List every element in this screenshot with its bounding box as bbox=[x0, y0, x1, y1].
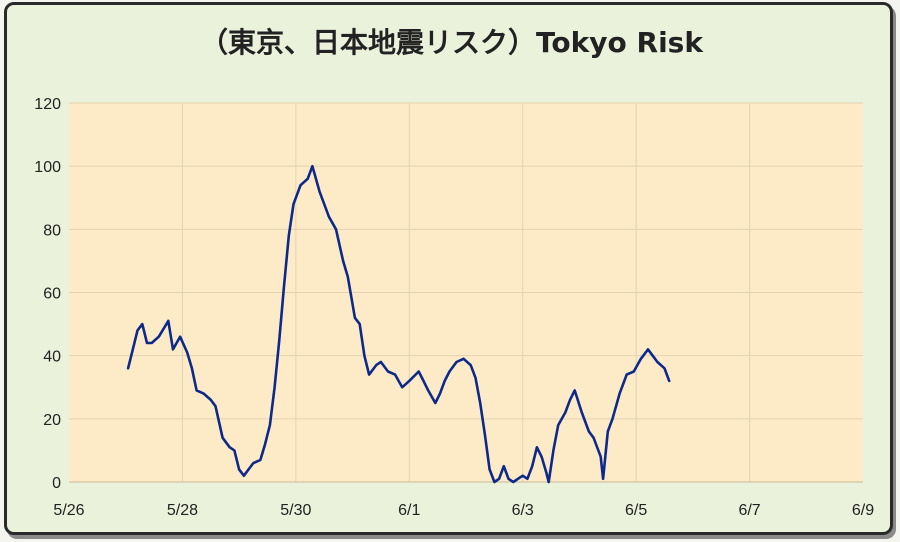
chart-frame: （東京、日本地震リスク）Tokyo Risk 0 20 40 60 80 100 120 5/… bbox=[4, 2, 893, 535]
x-tick-label: 6/5 bbox=[625, 502, 647, 519]
x-tick-label: 6/9 bbox=[852, 502, 874, 519]
y-tick-label: 100 bbox=[34, 159, 61, 176]
x-tick-label: 6/3 bbox=[512, 502, 534, 519]
x-tick-label: 5/30 bbox=[280, 502, 311, 519]
y-tick-label: 80 bbox=[43, 222, 61, 239]
y-tick-label: 20 bbox=[43, 412, 61, 429]
x-tick-label: 6/7 bbox=[738, 502, 760, 519]
x-tick-label: 6/1 bbox=[398, 502, 420, 519]
x-tick-label: 5/28 bbox=[167, 502, 198, 519]
x-tick-label: 5/26 bbox=[53, 502, 84, 519]
y-tick-label: 60 bbox=[43, 286, 61, 303]
line-chart: 0 20 40 60 80 100 120 5/26 5/28 5/30 6/1 6/3 6/5 6/7 6… bbox=[34, 96, 874, 519]
chart-title: （東京、日本地震リスク）Tokyo Risk bbox=[200, 26, 703, 59]
y-tick-label: 120 bbox=[34, 96, 61, 113]
y-tick-label: 40 bbox=[43, 349, 61, 366]
y-tick-label: 0 bbox=[52, 475, 61, 492]
series-line-0 bbox=[126, 164, 671, 484]
